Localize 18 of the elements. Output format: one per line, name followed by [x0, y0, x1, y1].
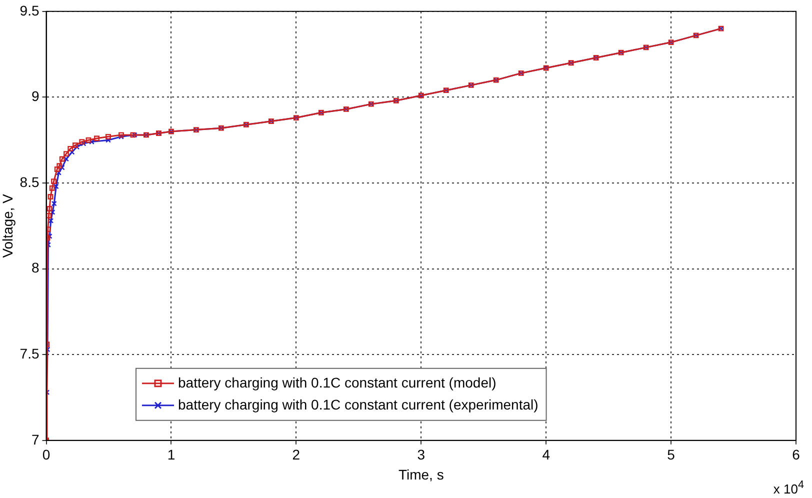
y-tick-label: 9 [31, 88, 40, 104]
y-tick-label: 9.5 [20, 2, 40, 18]
x-tick-label: 2 [292, 446, 300, 463]
y-tick-label: 7.5 [20, 345, 40, 362]
y-tick-label: 8.5 [20, 174, 40, 190]
y-tick-label: 8 [31, 260, 40, 276]
x-tick-label: 3 [417, 446, 426, 463]
text: x 10$^{4}$ [773, 478, 804, 496]
y-tick-label: 7 [31, 431, 40, 448]
x-tick-label: 0 [42, 446, 50, 463]
y-axis-title: Voltage, V [0, 193, 16, 258]
x-tick-label: 5 [667, 446, 676, 463]
legend-label: battery charging with 0.1C constant current (model) [178, 374, 496, 390]
x-tick-label: 6 [792, 446, 800, 463]
x-axis-title: Time, s [398, 466, 444, 482]
x-tick-label: 4 [542, 446, 550, 463]
legend-label: battery charging with 0.1C constant current (experimental) [178, 396, 538, 412]
x-tick-label: 1 [167, 446, 176, 463]
